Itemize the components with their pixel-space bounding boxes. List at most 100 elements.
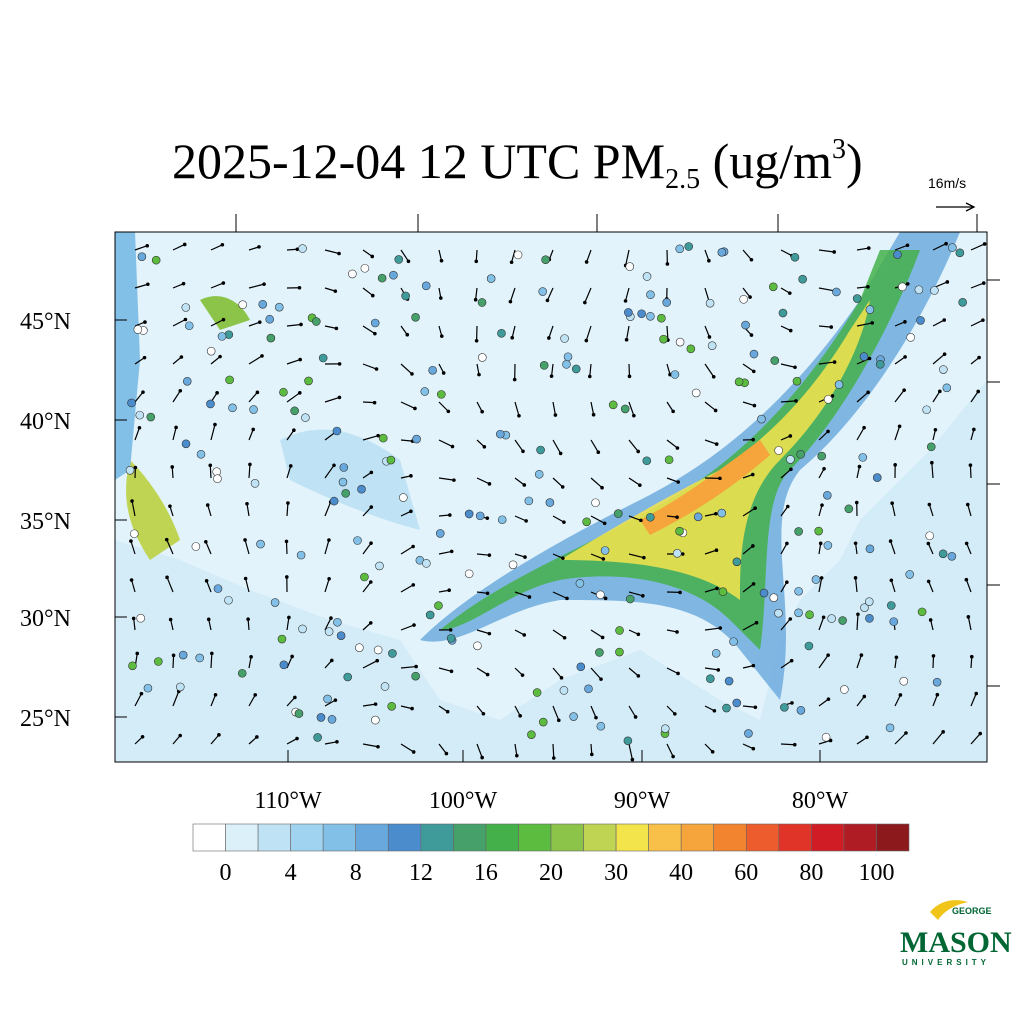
wind-arrow-head [143, 320, 147, 324]
station-dot [939, 365, 948, 374]
station-dot [796, 705, 806, 715]
station-dot [914, 285, 924, 295]
station-dot [464, 569, 474, 579]
wind-reference: 16m/s [928, 175, 966, 191]
wind-arrow [514, 705, 521, 717]
station-dot [620, 404, 630, 414]
wind-arrow-head [639, 518, 643, 523]
wind-arrow-head [665, 262, 670, 266]
lon-label: 110°W [254, 788, 322, 814]
wind-arrow-head [450, 444, 455, 449]
wind-arrow-head [826, 429, 830, 434]
station-dot [399, 493, 408, 502]
wind-arrow-head [671, 409, 675, 414]
wind-arrow-head [286, 501, 290, 505]
lat-label: 35°N [20, 509, 71, 535]
wind-arrow [818, 361, 835, 365]
wind-arrow-head [707, 258, 711, 263]
wind-arrow-head [751, 746, 756, 751]
station-dot [175, 682, 185, 692]
wind-arrow-head [587, 374, 592, 379]
wind-arrow [209, 465, 212, 479]
station-dot [298, 244, 307, 253]
station-dot [732, 698, 742, 708]
wind-arrow-head [716, 668, 721, 672]
wind-arrow-head [927, 502, 932, 507]
map [115, 232, 987, 762]
station-dot [575, 579, 585, 588]
station-dot [195, 653, 204, 663]
wind-arrow-head [522, 633, 527, 637]
wind-arrow-head [329, 616, 333, 620]
wind-arrow [208, 619, 212, 631]
wind-arrow [248, 464, 251, 479]
wind-arrow [475, 287, 478, 300]
station-dot [724, 676, 734, 686]
station-dot [497, 515, 507, 525]
colorbar-label: 40 [669, 860, 693, 886]
station-dot [906, 333, 915, 342]
wind-arrow [894, 389, 905, 403]
station-dot [266, 333, 276, 343]
station-dot [213, 474, 222, 484]
station-dot [389, 270, 398, 280]
wind-arrow-head [178, 733, 182, 738]
wind-arrow-head [826, 697, 831, 701]
wind-arrow-head [439, 334, 444, 338]
wind-arrow [742, 743, 754, 750]
wind-arrow-head [337, 395, 342, 400]
wind-arrow [928, 581, 934, 593]
wind-arrow [172, 735, 181, 745]
title-sub: 2.5 [665, 164, 700, 195]
wind-arrow-head [411, 583, 416, 587]
wind-arrow-head [288, 464, 293, 468]
wind-arrow [818, 617, 825, 631]
wind-arrow [400, 545, 414, 555]
station-dot [425, 610, 435, 620]
colorbar-box [550, 823, 584, 852]
wind-arrow-head [299, 322, 303, 327]
wind-arrow-head [623, 299, 628, 303]
colorbar-box [583, 823, 617, 852]
station-dot [539, 361, 549, 370]
station-dot [370, 318, 380, 328]
colorbar-label: 100 [858, 860, 894, 886]
wind-arrow [438, 477, 454, 481]
station-dot [373, 645, 383, 655]
wind-arrow-head [832, 360, 837, 364]
station-dot [917, 607, 927, 617]
wind-arrow-head [676, 480, 680, 484]
wind-arrow-head [178, 388, 183, 393]
wind-arrow [966, 543, 972, 555]
wind-arrow-head [678, 590, 682, 595]
wind-arrow-head [220, 242, 225, 247]
wind-arrow-head [449, 669, 454, 674]
wind-arrow-head [714, 442, 719, 446]
wind-arrow-head [170, 465, 175, 469]
wind-arrow-head [942, 318, 947, 322]
wind-arrow-head [369, 505, 374, 509]
station-dot [637, 309, 646, 319]
wind-arrow [511, 249, 516, 263]
station-dot [279, 660, 289, 670]
wind-arrow [818, 654, 829, 669]
wind-arrow-head [894, 655, 899, 660]
station-dot [958, 298, 967, 307]
title-close: ) [846, 133, 863, 189]
station-dot [711, 648, 721, 658]
wind-arrow [210, 694, 217, 707]
wind-arrow [666, 705, 676, 715]
wind-arrow-head [221, 317, 226, 322]
wind-arrow-head [411, 750, 416, 754]
wind-arrow-head [898, 693, 903, 697]
station-dot [732, 557, 742, 567]
wind-arrow-head [182, 242, 187, 247]
wind-arrow [475, 249, 478, 262]
wind-arrow [780, 249, 793, 257]
wind-arrow [476, 401, 483, 412]
station-dot [478, 353, 487, 362]
station-dot [191, 542, 201, 551]
colorbar-label: 0 [220, 860, 232, 886]
wind-arrow [248, 391, 258, 403]
wind-arrow-head [862, 425, 866, 430]
